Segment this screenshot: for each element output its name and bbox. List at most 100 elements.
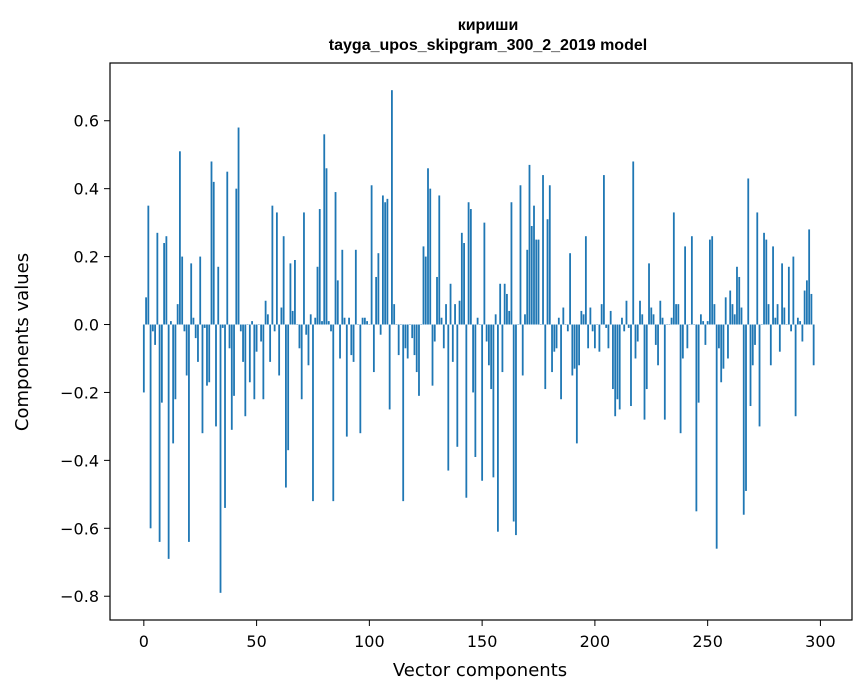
x-tick-label: 200 xyxy=(580,632,611,651)
bar-293 xyxy=(803,290,806,325)
bar-113 xyxy=(397,324,400,356)
bar-75 xyxy=(312,324,314,502)
bar-296 xyxy=(810,293,813,325)
bar-109 xyxy=(388,324,391,410)
bar-241 xyxy=(686,324,689,349)
bar-103 xyxy=(375,276,378,325)
bar-144 xyxy=(467,202,470,325)
bar-246 xyxy=(697,324,700,403)
bars-group xyxy=(142,90,815,593)
bar-181 xyxy=(551,324,553,373)
bar-188 xyxy=(566,324,569,332)
bar-254 xyxy=(715,324,718,549)
bar-259 xyxy=(727,324,729,359)
y-tick-label: 0.4 xyxy=(74,180,99,199)
bar-282 xyxy=(778,324,781,352)
bar-120 xyxy=(413,324,416,356)
bar-29 xyxy=(208,324,211,383)
x-axis-ticks: 0 50 100 150 200 250 300 xyxy=(139,620,836,651)
bar-92 xyxy=(350,324,353,356)
bar-138 xyxy=(454,304,456,325)
bar-267 xyxy=(745,324,747,491)
bar-115 xyxy=(402,324,405,502)
bar-15 xyxy=(176,304,179,325)
bar-235 xyxy=(672,212,675,325)
bar-18 xyxy=(183,324,186,332)
bar-295 xyxy=(808,229,811,325)
bar-59 xyxy=(275,212,278,325)
bar-250 xyxy=(706,321,709,325)
bar-148 xyxy=(476,317,479,325)
x-tick-label: 0 xyxy=(139,632,149,651)
bar-221 xyxy=(641,314,644,325)
bar-189 xyxy=(569,253,571,325)
bar-24 xyxy=(197,324,199,362)
bar-167 xyxy=(519,185,522,325)
chart-subtitle: tayga_upos_skipgram_300_2_2019 model xyxy=(329,37,647,54)
bar-256 xyxy=(720,324,723,383)
bar-93 xyxy=(352,324,355,362)
bar-8 xyxy=(160,324,163,403)
bar-44 xyxy=(242,324,244,362)
bar-86 xyxy=(336,280,339,325)
bar-280 xyxy=(774,317,777,325)
bar-135 xyxy=(447,324,450,471)
bar-190 xyxy=(571,324,574,376)
bar-264 xyxy=(738,276,741,325)
bar-16 xyxy=(179,151,181,325)
bar-240 xyxy=(684,246,686,325)
bar-243 xyxy=(690,236,693,325)
bar-10 xyxy=(165,236,168,325)
bar-277 xyxy=(767,304,770,325)
bar-98 xyxy=(363,317,366,325)
bar-228 xyxy=(657,324,659,366)
bar-69 xyxy=(298,324,301,349)
chart-title: кириши xyxy=(458,17,519,34)
y-tick-label: −0.2 xyxy=(60,383,99,402)
bar-275 xyxy=(763,232,765,325)
bar-197 xyxy=(587,324,590,349)
bar-222 xyxy=(643,324,646,420)
bar-283 xyxy=(781,263,783,325)
bar-99 xyxy=(366,321,368,325)
bar-207 xyxy=(609,310,612,325)
bar-234 xyxy=(670,317,673,325)
bar-65 xyxy=(289,263,292,325)
bar-14 xyxy=(174,324,177,400)
bar-291 xyxy=(799,321,802,325)
bar-290 xyxy=(796,317,799,325)
bar-78 xyxy=(318,209,321,325)
bar-158 xyxy=(499,283,502,325)
bar-276 xyxy=(765,239,768,325)
bar-211 xyxy=(618,324,621,410)
bar-249 xyxy=(704,324,707,345)
bar-239 xyxy=(681,324,684,359)
bar-133 xyxy=(442,324,445,349)
bar-262 xyxy=(733,314,736,325)
bar-164 xyxy=(512,324,515,522)
bar-22 xyxy=(192,317,195,325)
bar-58 xyxy=(273,324,276,332)
bar-261 xyxy=(731,304,734,325)
y-tick-label: −0.8 xyxy=(60,587,99,606)
bar-205 xyxy=(605,324,608,328)
bar-194 xyxy=(580,310,583,325)
bar-248 xyxy=(702,321,705,325)
bar-128 xyxy=(431,324,434,386)
bar-150 xyxy=(481,324,484,481)
bar-105 xyxy=(379,324,382,335)
bar-54 xyxy=(264,300,267,325)
bar-28 xyxy=(206,324,208,386)
bar-279 xyxy=(772,246,774,325)
bar-26 xyxy=(201,324,204,434)
bar-122 xyxy=(418,324,420,396)
bar-255 xyxy=(718,324,720,349)
bar-136 xyxy=(449,283,452,325)
bar-11 xyxy=(167,324,170,559)
bar-227 xyxy=(654,324,657,345)
bar-102 xyxy=(372,324,375,373)
bar-85 xyxy=(334,192,337,325)
bar-162 xyxy=(508,310,511,325)
bar-288 xyxy=(792,256,795,325)
bar-245 xyxy=(695,324,698,512)
